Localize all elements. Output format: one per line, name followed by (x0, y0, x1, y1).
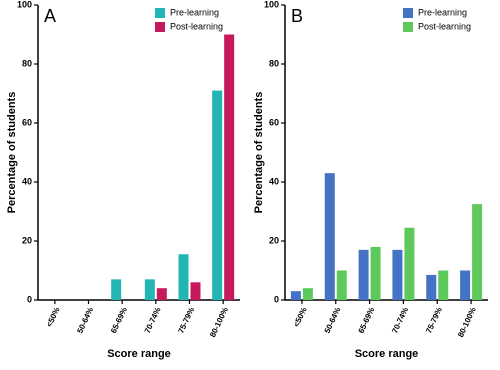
bar (392, 249, 403, 300)
bar (370, 246, 381, 300)
bar (336, 270, 347, 300)
x-tick-label: 75-79% (424, 306, 444, 335)
y-tick-label: 20 (269, 235, 279, 245)
y-tick-label: 60 (22, 117, 32, 127)
x-tick-label: 70-74% (143, 306, 163, 335)
panel: 0 20 40 60 80 100 A Percentage of students Score… (6, 0, 240, 360)
x-tick-label: 75-79% (176, 306, 196, 335)
y-tick-label: 0 (274, 294, 279, 304)
x-tick-label: 70-74% (390, 306, 410, 335)
bar (358, 249, 369, 300)
y-tick-label: 60 (269, 117, 279, 127)
bar (178, 254, 189, 300)
bar (144, 279, 155, 300)
legend-label: Post-learning (418, 21, 471, 31)
bar (324, 173, 335, 300)
bar (156, 288, 167, 300)
legend-swatch (403, 22, 413, 32)
y-tick-label: 40 (22, 176, 32, 186)
x-axis-label: Score range (107, 348, 171, 360)
x-tick-label: 65-69% (109, 306, 129, 335)
bar (302, 288, 313, 300)
bar (472, 204, 483, 300)
bar (224, 34, 235, 300)
y-tick-label: 80 (269, 58, 279, 68)
x-tick-label: 80-100% (208, 306, 230, 339)
legend-swatch (403, 8, 413, 18)
legend-swatch (155, 8, 165, 18)
y-tick-label: 0 (27, 294, 32, 304)
x-tick-label: 65-69% (356, 306, 376, 335)
legend-label: Pre-learning (170, 7, 219, 17)
legend-swatch (155, 22, 165, 32)
legend-label: Pre-learning (418, 7, 467, 17)
bar (290, 291, 301, 300)
panel-label: B (291, 6, 303, 26)
legend-label: Post-learning (170, 21, 223, 31)
bar (404, 227, 415, 300)
x-tick-label: <50% (45, 306, 62, 329)
bar (438, 270, 449, 300)
bar (111, 279, 122, 300)
panel: 0 20 40 60 80 100 B Percentage of students Score… (253, 0, 488, 360)
x-tick-label: 80-100% (456, 306, 478, 339)
bar (426, 274, 437, 300)
bar (190, 282, 201, 300)
bar (212, 90, 223, 300)
bar (460, 270, 471, 300)
y-tick-label: 20 (22, 235, 32, 245)
y-tick-label: 80 (22, 58, 32, 68)
panel-label: A (44, 6, 56, 26)
y-tick-label: 100 (17, 0, 32, 9)
x-tick-label: 50-64% (75, 306, 95, 335)
y-axis-label: Percentage of students (253, 92, 265, 214)
y-tick-label: 100 (264, 0, 279, 9)
y-tick-label: 40 (269, 176, 279, 186)
x-tick-label: <50% (292, 306, 309, 329)
x-axis-label: Score range (355, 348, 419, 360)
x-tick-label: 50-64% (323, 306, 343, 335)
y-axis-label: Percentage of students (6, 92, 18, 214)
